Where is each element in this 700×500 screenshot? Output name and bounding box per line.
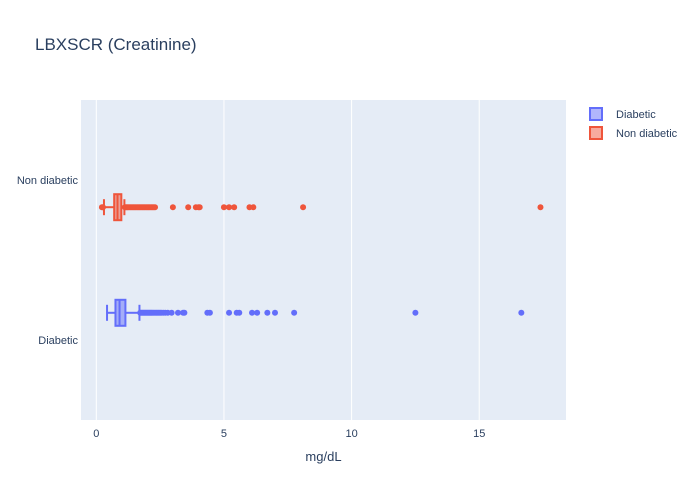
outlier-point	[272, 309, 278, 316]
x-tick-label: 15	[473, 428, 485, 440]
outlier-point	[250, 204, 257, 211]
x-tick-label: 5	[221, 428, 227, 440]
outlier-point	[220, 204, 227, 211]
legend[interactable]: Diabetic Non diabetic	[589, 107, 678, 140]
outlier-point	[206, 309, 213, 316]
y-tick-label: Diabetic	[38, 335, 78, 347]
box-trace-non-diabetic	[98, 193, 544, 222]
outlier-point	[181, 309, 188, 316]
outlier-point	[537, 204, 544, 211]
legend-label: Diabetic	[616, 109, 656, 121]
legend-label: Non diabetic	[616, 128, 678, 140]
outlier-point	[518, 309, 525, 316]
outlier-point	[169, 204, 176, 211]
chart-title: LBXSCR (Creatinine)	[35, 35, 197, 54]
outlier-point	[231, 204, 238, 211]
outlier-point	[196, 204, 203, 211]
y-tick-label: Non diabetic	[17, 175, 79, 187]
plot-area	[81, 100, 566, 420]
x-axis-ticks: 0 5 10 15	[93, 428, 485, 440]
outlier-point	[226, 204, 233, 211]
box-traces	[98, 193, 544, 327]
outlier-point	[291, 309, 298, 316]
outlier-point	[226, 309, 233, 316]
legend-item-diabetic[interactable]: Diabetic	[589, 107, 656, 121]
outlier-point	[254, 309, 261, 316]
outlier-point	[175, 309, 181, 316]
outlier-point	[168, 309, 175, 316]
legend-item-non-diabetic[interactable]: Non diabetic	[589, 126, 678, 140]
x-tick-label: 0	[93, 428, 99, 440]
box-trace-diabetic	[106, 298, 525, 327]
outlier-point	[412, 309, 419, 316]
outlier-point	[99, 204, 106, 211]
legend-swatch	[589, 126, 603, 140]
outlier-point	[249, 309, 256, 316]
outlier-point	[300, 204, 307, 211]
y-axis-ticks: Diabetic Non diabetic	[17, 175, 79, 347]
gridlines	[95, 100, 480, 420]
legend-swatch	[589, 107, 603, 121]
outlier-point	[152, 204, 159, 211]
x-tick-label: 10	[345, 428, 357, 440]
x-axis-title: mg/dL	[305, 449, 341, 464]
outlier-point	[236, 309, 243, 316]
outlier-point	[185, 204, 192, 211]
outlier-point	[264, 309, 271, 316]
